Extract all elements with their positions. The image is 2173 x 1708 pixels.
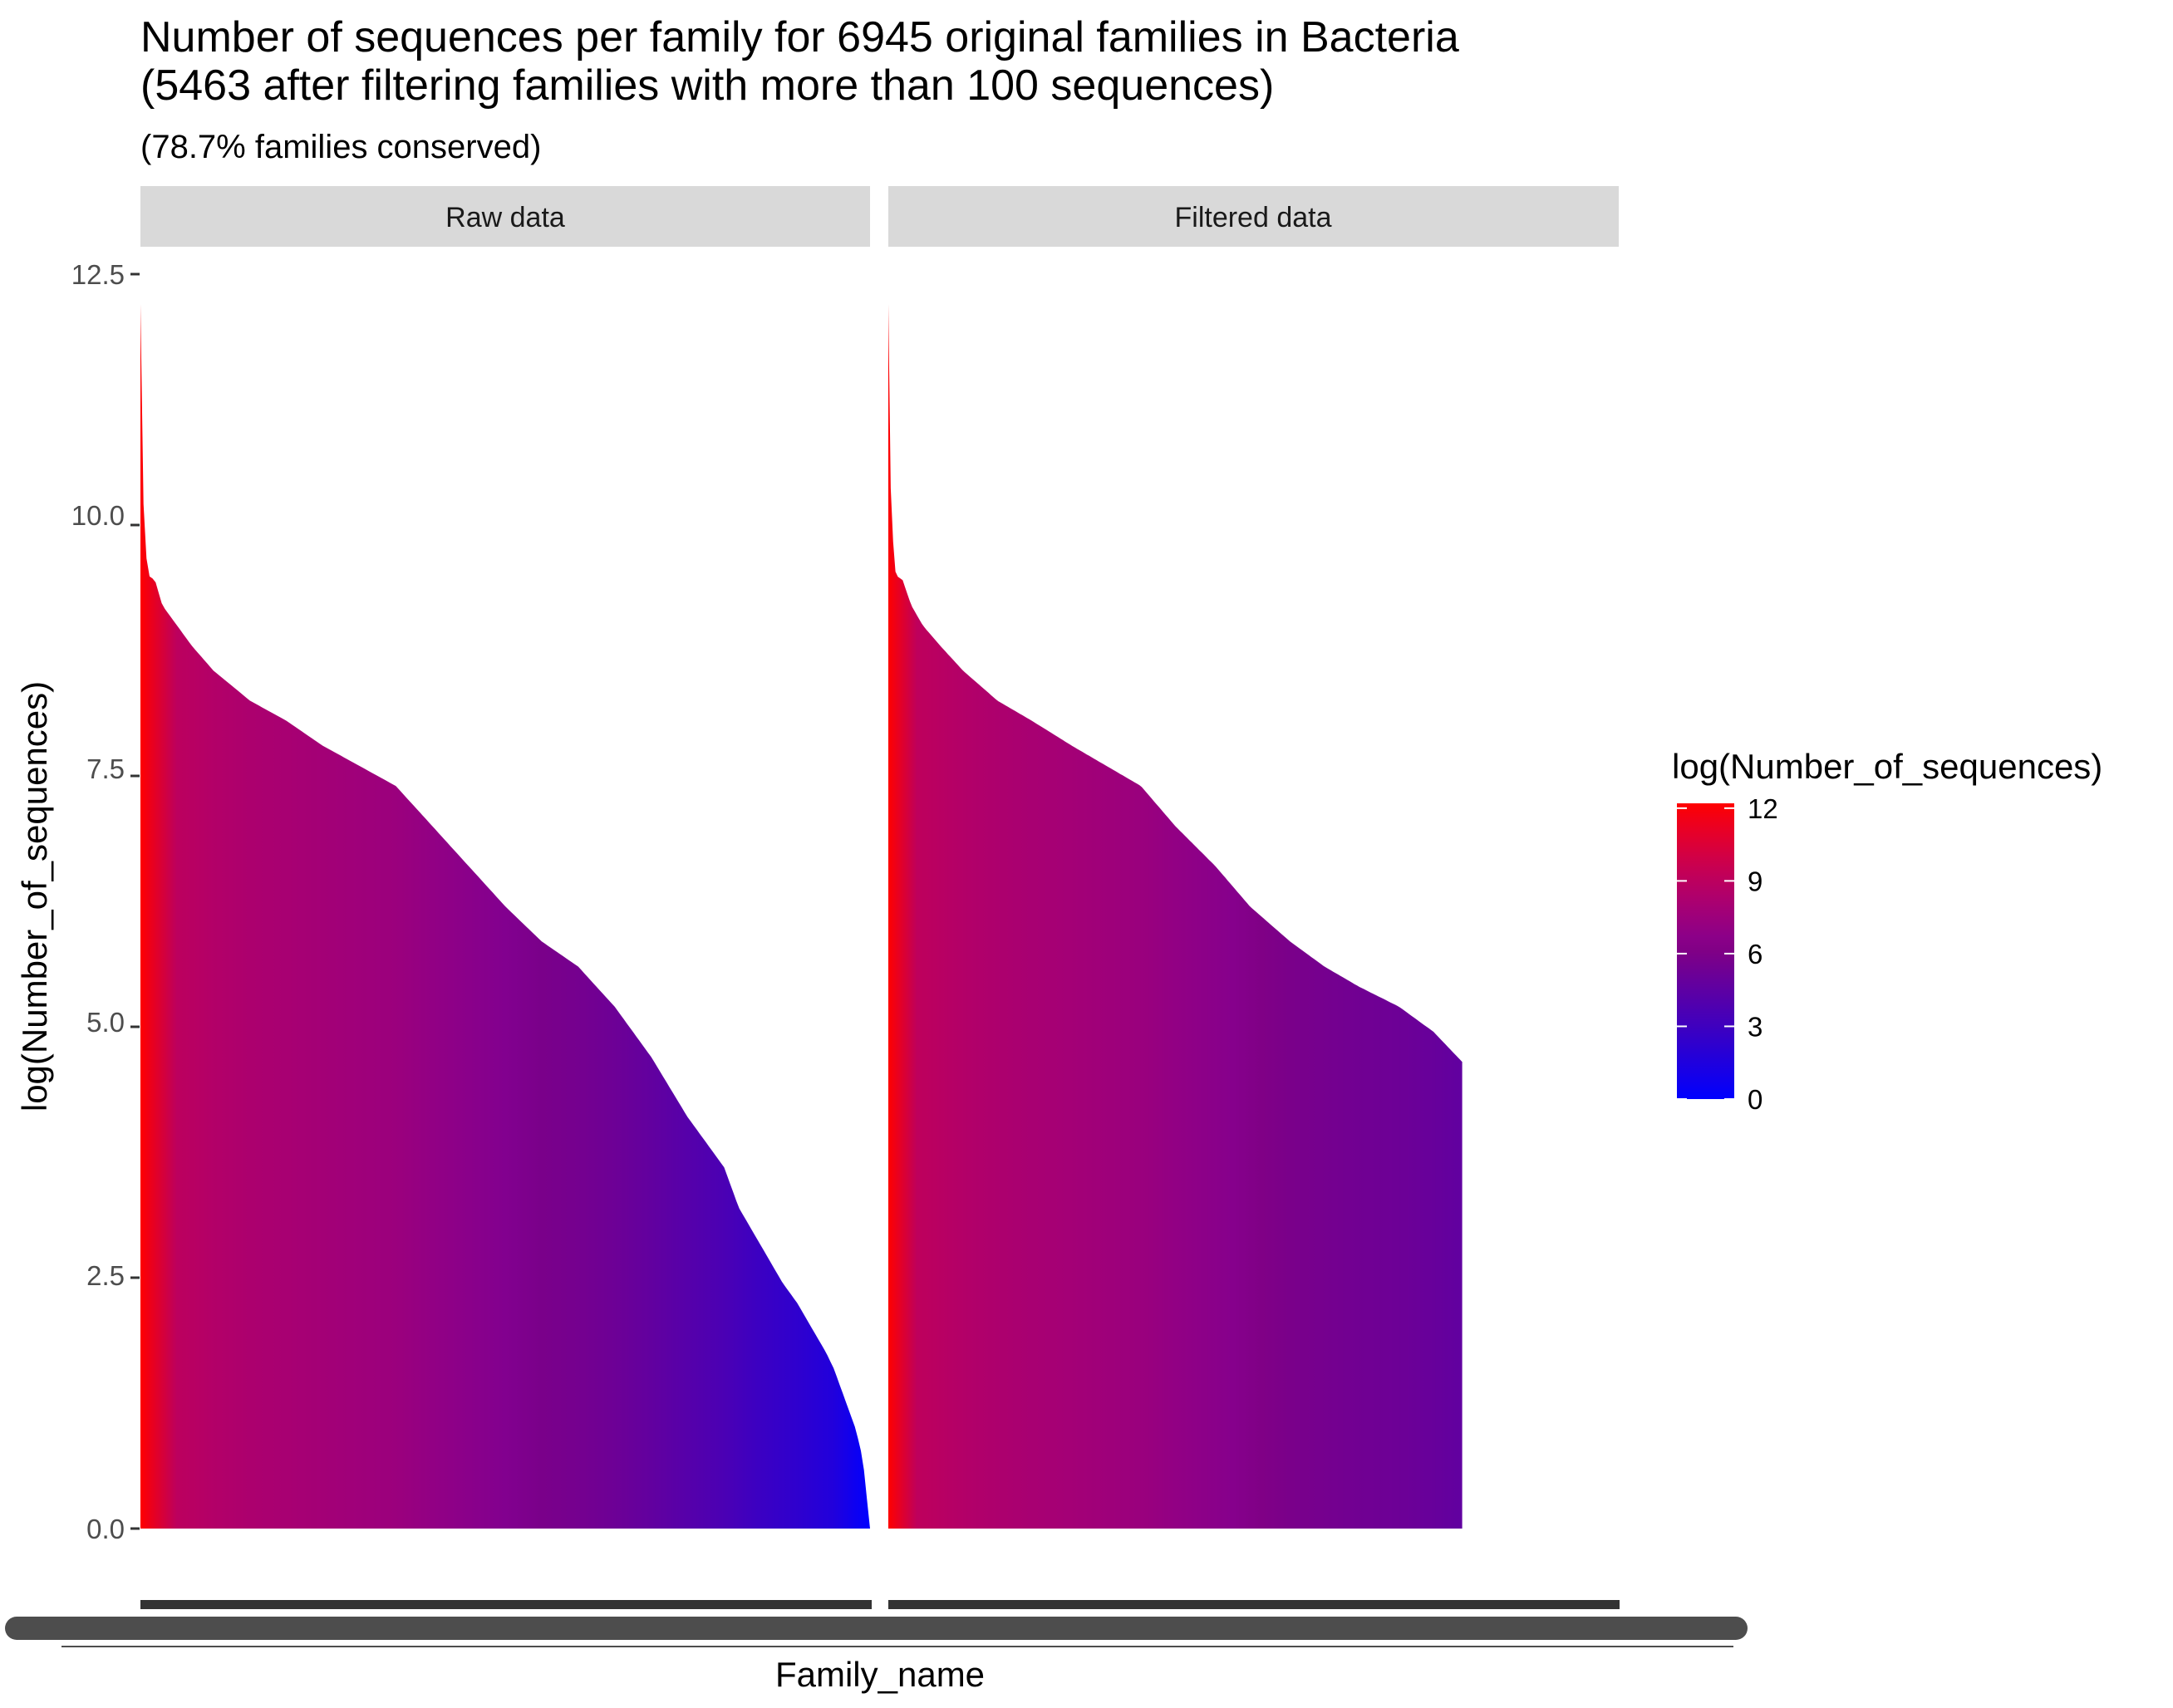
y-tick-label: 5.0 (86, 1007, 125, 1038)
area-filtered-data (888, 304, 1463, 1529)
legend-break-label: 0 (1748, 1084, 1762, 1115)
strip-raw-background (140, 186, 870, 247)
chart-subtitle: (78.7% families conserved) (140, 129, 541, 165)
legend-ticks: 0 3 6 9 12 (1677, 793, 1778, 1115)
x-tick-labels-overplot (5, 1617, 1748, 1640)
legend-break-label: 3 (1748, 1011, 1762, 1042)
x-ticks-band-raw (140, 1600, 872, 1609)
legend-colorbar (1677, 803, 1734, 1099)
y-tick-label: 2.5 (86, 1260, 125, 1291)
area-raw-data (140, 304, 870, 1529)
strip-filtered-label: Filtered data (1175, 202, 1332, 233)
chart-title-line-1: Number of sequences per family for 6945 … (140, 13, 1459, 61)
legend-title: log(Number_of_sequences) (1672, 747, 2102, 786)
x-axis-title: Family_name (775, 1655, 985, 1694)
y-tick-label: 0.0 (86, 1514, 125, 1544)
legend-break-label: 6 (1748, 939, 1762, 969)
y-tick-marks (130, 272, 140, 1530)
y-tick-label: 10.0 (71, 500, 125, 531)
y-axis-title: log(Number_of_sequences) (15, 681, 54, 1112)
legend-break-label: 9 (1748, 866, 1762, 896)
x-ticks-band-filtered (888, 1600, 1620, 1609)
legend-break-label: 12 (1748, 793, 1778, 824)
strip-raw-label: Raw data (445, 202, 565, 233)
legend: log(Number_of_sequences) 0 3 6 9 12 (1672, 747, 2102, 1115)
y-tick-label: 12.5 (71, 259, 125, 290)
chart-title-line-2: (5463 after filtering families with more… (140, 61, 1274, 110)
strip-filtered-background (888, 186, 1619, 247)
y-axis: 0.0 2.5 5.0 7.5 10.0 12.5 (71, 259, 140, 1544)
y-tick-label: 7.5 (86, 753, 125, 784)
